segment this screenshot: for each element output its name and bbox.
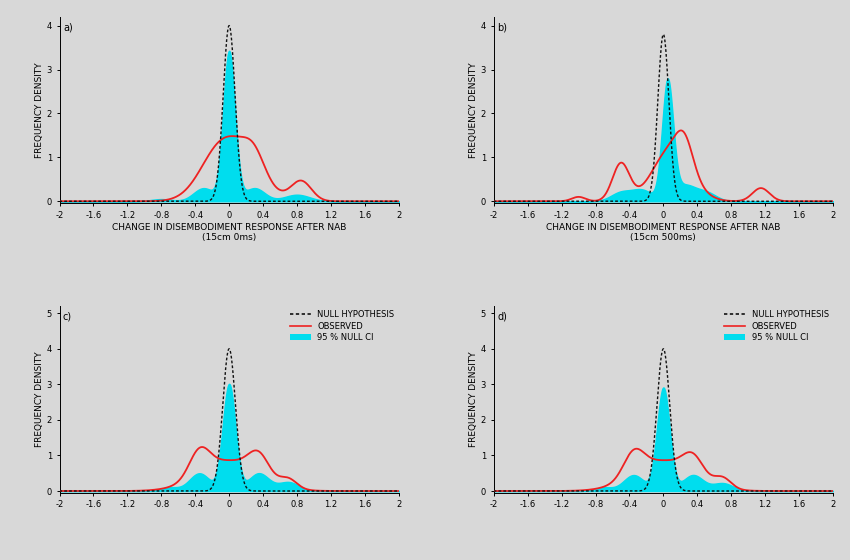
X-axis label: CHANGE IN DISEMBODIMENT RESPONSE AFTER NAB
(15cm 500ms): CHANGE IN DISEMBODIMENT RESPONSE AFTER N…: [547, 223, 780, 242]
Text: a): a): [63, 22, 72, 32]
X-axis label: CHANGE IN DISEMBODIMENT RESPONSE AFTER NAB
(15cm 0ms): CHANGE IN DISEMBODIMENT RESPONSE AFTER N…: [112, 223, 346, 242]
Y-axis label: FREQUENCY DENSITY: FREQUENCY DENSITY: [469, 352, 478, 447]
Text: b): b): [497, 22, 507, 32]
Y-axis label: FREQUENCY DENSITY: FREQUENCY DENSITY: [35, 352, 43, 447]
Text: d): d): [497, 312, 507, 322]
Y-axis label: FREQUENCY DENSITY: FREQUENCY DENSITY: [35, 62, 43, 158]
Y-axis label: FREQUENCY DENSITY: FREQUENCY DENSITY: [469, 62, 478, 158]
Legend: NULL HYPOTHESIS, OBSERVED, 95 % NULL CI: NULL HYPOTHESIS, OBSERVED, 95 % NULL CI: [290, 310, 394, 342]
Text: c): c): [63, 312, 72, 322]
Legend: NULL HYPOTHESIS, OBSERVED, 95 % NULL CI: NULL HYPOTHESIS, OBSERVED, 95 % NULL CI: [724, 310, 829, 342]
